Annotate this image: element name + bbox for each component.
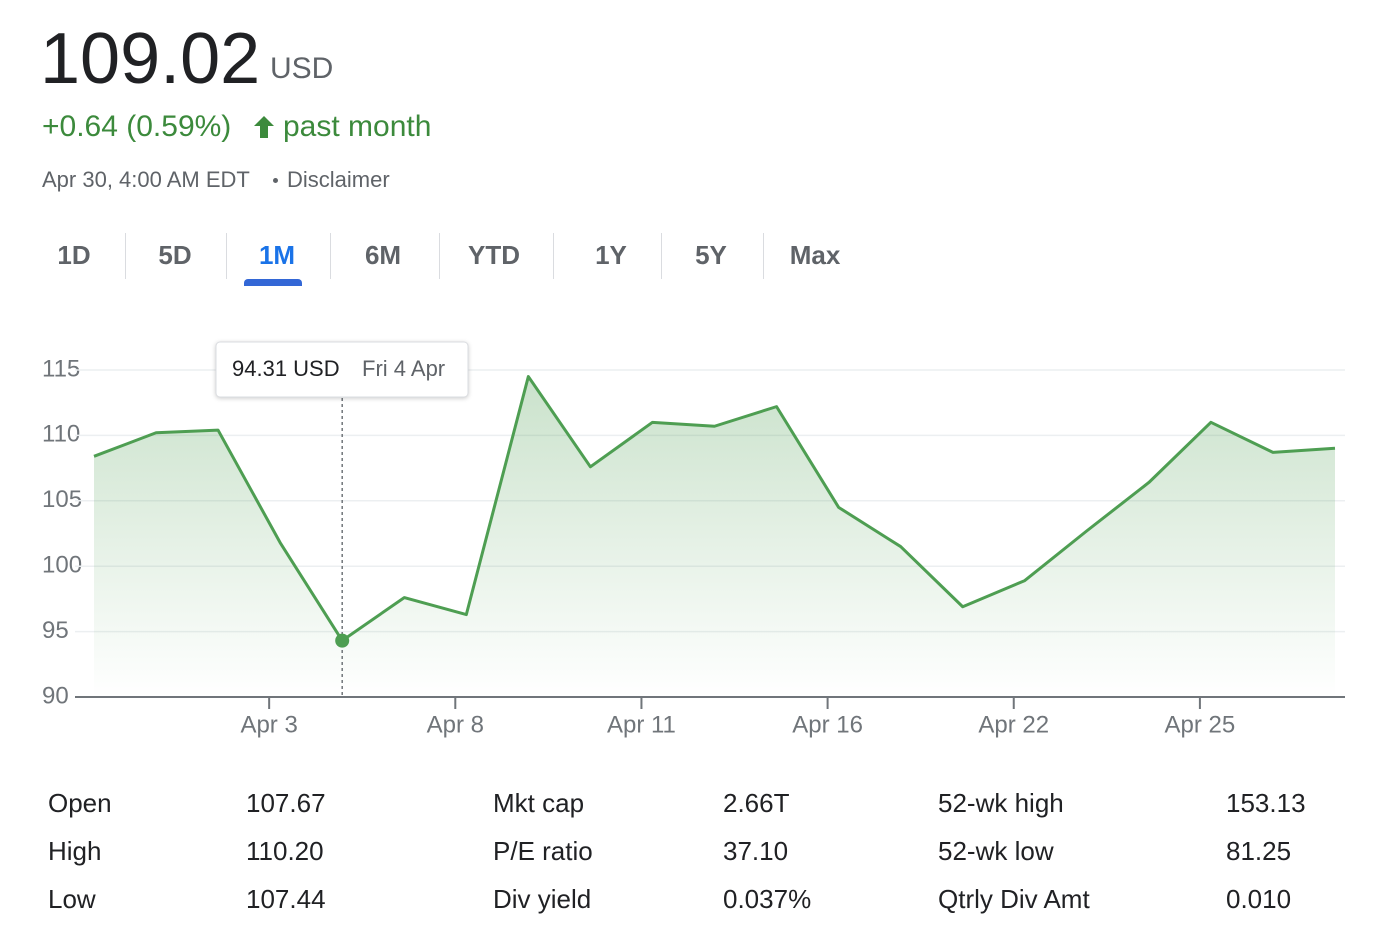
tab[interactable]: 6M [364,240,402,270]
currency: USD [270,52,334,85]
separator-dot [273,178,278,183]
price: 109.02 [40,19,261,99]
stat-label: Open [48,788,112,818]
y-tick-label: 95 [42,617,69,644]
tooltip-date: Fri 4 Apr [362,356,445,381]
stat-value: 37.10 [723,836,789,866]
tab-divider [124,233,126,279]
x-tick-label: Apr 11 [607,711,676,738]
tooltip-price: 94.31 USD [232,356,340,381]
point [335,633,350,648]
x-tick-label: Apr 3 [240,711,297,738]
period: past month [283,110,432,143]
stat-value: 107.67 [246,788,326,818]
stat-label: Low [48,884,96,914]
stat-label: High [48,836,102,866]
y-tick-label: 115 [42,355,80,382]
tab-divider [438,233,440,279]
tab-indicator [244,279,302,286]
up-arrow [254,116,274,138]
tab[interactable]: 5Y [695,240,727,270]
stat-label: P/E ratio [493,836,593,866]
y-tick-label: 100 [42,552,82,579]
stat-label: Div yield [493,884,592,914]
tab[interactable]: 1D [57,240,91,270]
y-tick-label: 90 [42,682,69,709]
x-tick-label: Apr 25 [1165,711,1236,738]
tab[interactable]: 1M [258,240,296,270]
stat-value: 0.037% [723,884,812,914]
stat-value: 0.010 [1226,884,1292,914]
tab[interactable]: YTD [468,240,520,270]
tab-divider [661,233,662,279]
timestamp: Apr 30, 4:00 AM EDT [42,167,250,192]
stat-label: Qtrly Div Amt [938,884,1090,914]
chart: 90 95 100 105 110 115 Apr 3 Apr 8 Apr 11 Apr 16 Ap… [42,341,1345,738]
tab-divider [552,233,554,279]
tab[interactable]: 5D [158,240,192,270]
stat-label: 52-wk low [938,836,1054,866]
stat-value: 107.44 [246,884,326,914]
tab[interactable]: Max [789,240,841,270]
tooltip-box [215,341,469,398]
x-tick-label: Apr 22 [978,711,1049,738]
tab-divider [763,233,764,279]
area [94,376,1335,697]
stat-label: 52-wk high [938,788,1064,818]
stat-label: Mkt cap [493,788,585,818]
price-line [93,375,1336,643]
stat-value: 2.66T [723,788,790,818]
y-tick-label: 110 [42,421,80,448]
stat-value: 110.20 [246,836,324,866]
stat-value: 153.13 [1226,788,1306,818]
tab[interactable]: 1Y [595,240,627,270]
tab-divider [330,233,331,279]
y-tick-label: 105 [42,486,82,513]
tab-divider [226,233,227,279]
disclaimer[interactable]: Disclaimer [287,167,390,192]
change: +0.64 (0.59%) [42,110,232,143]
x-tick-label: Apr 8 [427,711,484,738]
stat-value: 81.25 [1226,836,1292,866]
x-tick-label: Apr 16 [792,711,863,738]
